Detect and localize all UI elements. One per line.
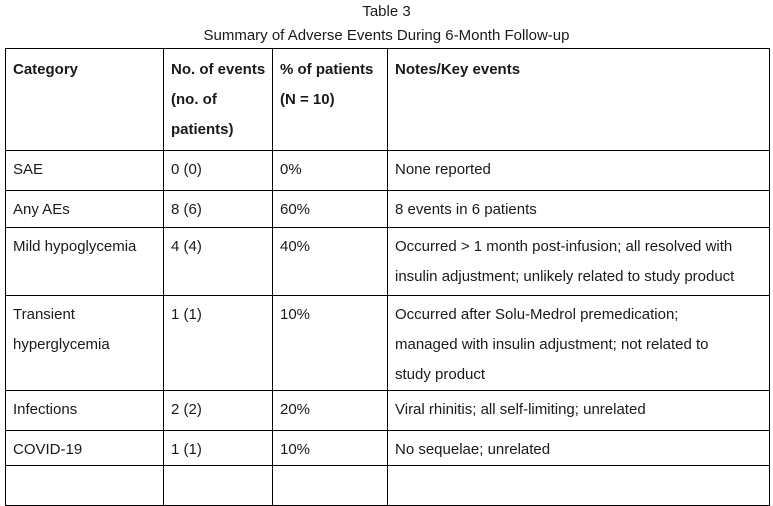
- cell-events: 2 (2): [163, 390, 273, 431]
- cell-category: COVID-19: [5, 430, 164, 466]
- table-number: Table 3: [362, 3, 411, 20]
- cell-events: 8 (6): [163, 190, 273, 228]
- table-row-infections: Infections 2 (2) 20% Viral rhinitis; all…: [5, 390, 770, 431]
- header-row: Category No. of events (no. of patients)…: [5, 48, 770, 151]
- cell-category: SAE: [5, 150, 164, 191]
- cell-category: Mild hypoglycemia: [5, 227, 164, 296]
- table-row-mild-hypoglycemia: Mild hypoglycemia 4 (4) 40% Occurred > 1…: [5, 227, 770, 296]
- cell-events: 1 (1): [163, 295, 273, 391]
- cell-notes: No sequelae; unrelated: [387, 430, 770, 466]
- cell-notes: Occurred after Solu-Medrol premedication…: [387, 295, 770, 391]
- cell-events: [163, 465, 273, 506]
- cell-category: Transient hyperglycemia: [5, 295, 164, 391]
- cell-notes: 8 events in 6 patients: [387, 190, 770, 228]
- cell-pct: 10%: [272, 430, 388, 466]
- cell-category: Any AEs: [5, 190, 164, 228]
- cell-notes: [387, 465, 770, 506]
- cell-pct: 0%: [272, 150, 388, 191]
- cell-notes: None reported: [387, 150, 770, 191]
- cell-events: 0 (0): [163, 150, 273, 191]
- cell-notes: Occurred > 1 month post-infusion; all re…: [387, 227, 770, 296]
- table-subtitle: Summary of Adverse Events During 6-Month…: [203, 27, 570, 44]
- cell-pct: 60%: [272, 190, 388, 228]
- cell-pct: 20%: [272, 390, 388, 431]
- cell-category: [5, 465, 164, 506]
- header-notes: Notes/Key events: [387, 48, 770, 151]
- cell-notes: Viral rhinitis; all self-limiting; unrel…: [387, 390, 770, 431]
- cell-pct: [272, 465, 388, 506]
- header-pct-of-patients: % of patients (N = 10): [272, 48, 388, 151]
- table-row-sae: SAE 0 (0) 0% None reported: [5, 150, 770, 191]
- cell-category: Infections: [5, 390, 164, 431]
- cell-events: 4 (4): [163, 227, 273, 296]
- table-row-partial-cutoff: [5, 465, 770, 506]
- table-caption: Table 3 Summary of Adverse Events During…: [0, 0, 773, 48]
- table-row-transient-hyperglycemia: Transient hyperglycemia 1 (1) 10% Occurr…: [5, 295, 770, 391]
- cell-pct: 40%: [272, 227, 388, 296]
- cell-events: 1 (1): [163, 430, 273, 466]
- cell-pct: 10%: [272, 295, 388, 391]
- header-category: Category: [5, 48, 164, 151]
- adverse-events-table: Category No. of events (no. of patients)…: [5, 48, 770, 506]
- table-row-covid-19: COVID-19 1 (1) 10% No sequelae; unrelate…: [5, 430, 770, 466]
- header-no-of-events: No. of events (no. of patients): [163, 48, 273, 151]
- table-row-any-aes: Any AEs 8 (6) 60% 8 events in 6 patients: [5, 190, 770, 228]
